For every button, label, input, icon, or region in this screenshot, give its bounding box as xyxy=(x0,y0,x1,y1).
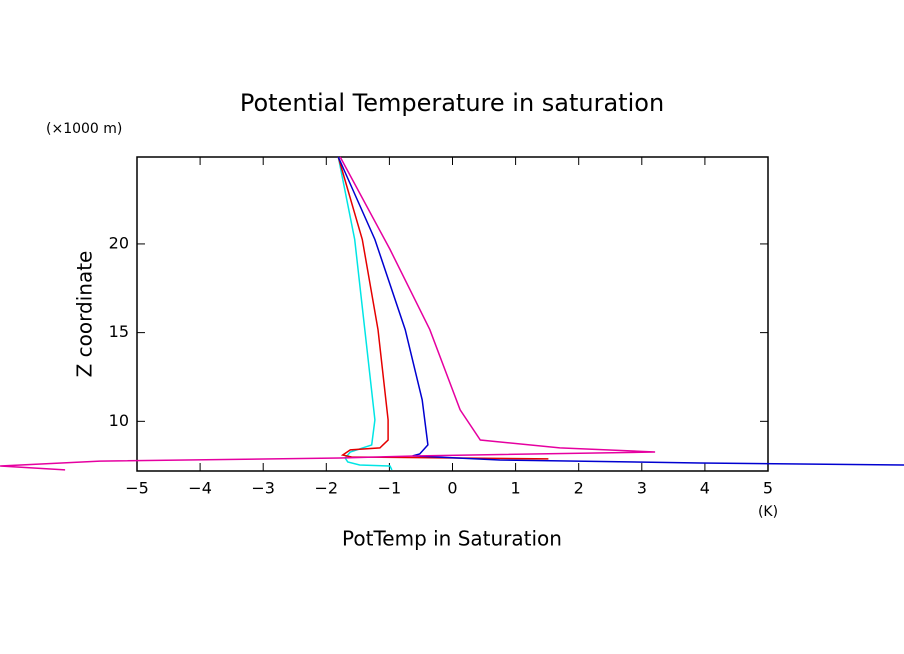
x-tick-label: 5 xyxy=(763,479,773,498)
line-series xyxy=(337,156,549,460)
x-tick-label: 1 xyxy=(511,479,521,498)
y-tick-label: 20 xyxy=(109,233,129,252)
x-tick-label: −5 xyxy=(125,479,149,498)
line-series xyxy=(337,156,393,471)
x-tick-label: 3 xyxy=(637,479,647,498)
line-series xyxy=(0,156,656,471)
x-tick-label: −4 xyxy=(188,479,212,498)
y-tick-label: 15 xyxy=(109,322,129,341)
x-tick-label: 4 xyxy=(700,479,710,498)
x-tick-label: 2 xyxy=(574,479,584,498)
x-tick-label: 0 xyxy=(447,479,457,498)
x-tick-label: −2 xyxy=(315,479,339,498)
chart-title: Potential Temperature in saturation xyxy=(240,89,664,117)
line-series xyxy=(337,156,904,466)
y-tick-label: 10 xyxy=(109,411,129,430)
y-axis-label: Z coordinate xyxy=(73,251,97,378)
x-axis-label: PotTemp in Saturation xyxy=(342,527,562,551)
x-unit: (K) xyxy=(758,504,778,520)
y-unit: (×1000 m) xyxy=(46,121,122,137)
x-tick-label: −3 xyxy=(251,479,275,498)
x-tick-label: −1 xyxy=(378,479,402,498)
plot-frame xyxy=(136,156,769,472)
